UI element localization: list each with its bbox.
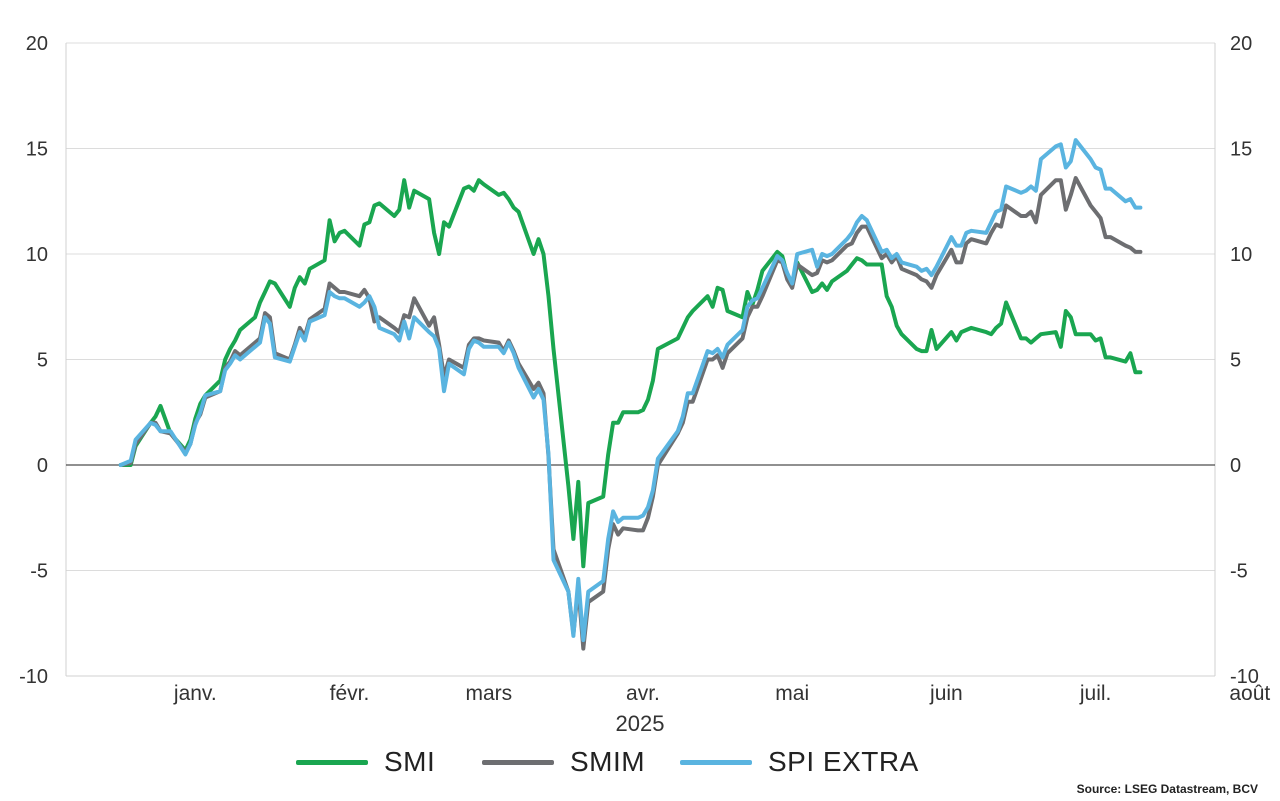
legend-item-spi-extra: SPI EXTRA [680, 742, 919, 782]
legend-label-smi: SMI [384, 746, 436, 777]
y-tick-label-right: 0 [1230, 455, 1241, 477]
y-tick-label-right: 15 [1230, 139, 1252, 161]
y-axis-left-labels: 20 15 10 5 0 -5 -10 [19, 33, 48, 688]
legend: SMI SMIM SPI EXTRA [0, 742, 1240, 782]
legend-swatch-smi [296, 759, 368, 765]
series-line-smi [118, 178, 1143, 569]
axes [65, 43, 1216, 677]
y-tick-label-left: 20 [26, 33, 48, 55]
x-tick-label: juil. [1079, 682, 1112, 705]
x-tick-label: févr. [330, 682, 370, 705]
x-tick-label: août [1229, 682, 1270, 705]
y-tick-label-left: -5 [30, 561, 48, 583]
legend-label-smim: SMIM [570, 746, 646, 777]
y-tick-label-right: 20 [1230, 33, 1252, 55]
x-axis-month-labels: janv. févr. mars avr. mai juin juil. août [173, 682, 1270, 705]
y-tick-label-left: 0 [37, 455, 48, 477]
legend-swatch-smim [482, 759, 554, 765]
x-tick-label: avr. [626, 682, 660, 705]
x-tick-label: juin [929, 682, 963, 705]
legend-item-smi: SMI [296, 742, 435, 782]
y-tick-label-left: 15 [26, 139, 48, 161]
y-tick-label-left: 10 [26, 244, 48, 266]
grid-lines [66, 42, 1215, 571]
series-lines [118, 138, 1143, 651]
y-axis-right-labels: 20 15 10 5 0 -5 -10 [1230, 33, 1259, 688]
y-tick-label-left: 5 [37, 350, 48, 372]
y-tick-label-right: -5 [1230, 561, 1248, 583]
x-tick-label: mai [775, 682, 809, 705]
x-tick-label: mars [465, 682, 512, 705]
x-axis-year-label: 2025 [616, 711, 665, 736]
x-tick-label: janv. [173, 682, 217, 705]
legend-label-spi-extra: SPI EXTRA [768, 746, 919, 777]
y-tick-label-left: -10 [19, 666, 48, 688]
series-line-smim [118, 176, 1143, 651]
y-tick-label-right: -10 [1230, 666, 1259, 688]
legend-item-smim: SMIM [482, 742, 645, 782]
source-note: Source: LSEG Datastream, BCV [1076, 782, 1258, 796]
legend-swatch-spi-extra [680, 759, 752, 765]
series-line-spi-extra [118, 138, 1143, 643]
y-tick-label-right: 5 [1230, 350, 1241, 372]
y-tick-label-right: 10 [1230, 244, 1252, 266]
